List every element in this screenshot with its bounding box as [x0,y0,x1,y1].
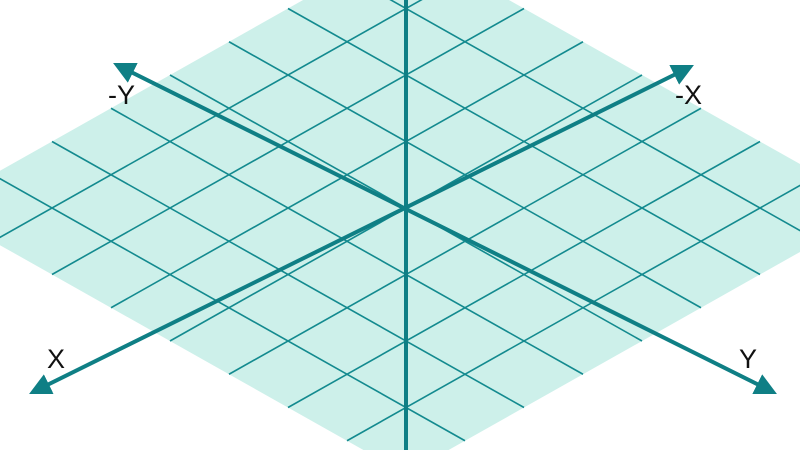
axes [29,0,777,450]
neg-x-axis-label: -X [675,80,702,110]
y-axis-label: Y [739,344,758,374]
y-axis-line [113,63,777,394]
neg-y-axis-label: -Y [108,80,135,110]
x-axis-label: X [47,344,66,374]
